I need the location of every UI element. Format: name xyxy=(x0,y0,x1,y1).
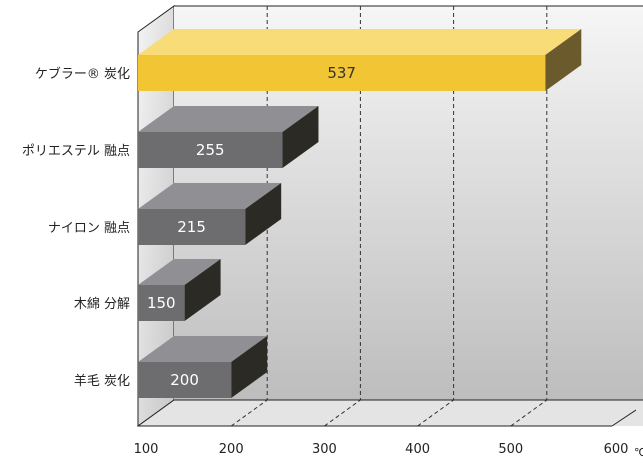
bar-front-3 xyxy=(138,285,185,321)
bar-side-1 xyxy=(282,106,319,168)
bar-4: 200 xyxy=(138,336,268,398)
bar-front-4 xyxy=(138,362,232,398)
bars-group: 537 255 215 150 200 xyxy=(138,29,582,398)
x-tick-label-600: 600 xyxy=(604,442,629,457)
bar-value-label-3: 150 xyxy=(147,294,176,312)
bar-value-label-0: 537 xyxy=(327,64,356,82)
bar-2: 215 xyxy=(138,183,282,245)
category-label-1: ポリエステル 融点 xyxy=(22,144,130,159)
floor-grid-200 xyxy=(230,399,268,427)
category-label-0: ケブラー® 炭化 xyxy=(35,66,130,82)
bar-top-1 xyxy=(138,106,319,132)
bar-top-2 xyxy=(138,183,282,209)
floor-grid-300 xyxy=(324,399,361,427)
bar-value-label-4: 200 xyxy=(170,371,199,389)
bar-value-label-2: 215 xyxy=(177,218,206,236)
bar-top-3 xyxy=(138,259,221,285)
x-tick-label-300: 300 xyxy=(312,442,337,457)
category-label-3: 木綿 分解 xyxy=(74,297,130,312)
x-tick-labels: 100 200 300 400 500 600 xyxy=(134,442,629,457)
bar-front-2 xyxy=(138,209,246,245)
bar-top-0 xyxy=(138,29,582,55)
bar-value-label-1: 255 xyxy=(196,141,225,159)
bar-front-0 xyxy=(138,55,546,91)
x-axis-end-diagonal xyxy=(611,409,637,427)
category-label-4: 羊毛 炭化 xyxy=(74,373,130,389)
bar-side-3 xyxy=(184,259,221,321)
x-unit-label: ℃ xyxy=(634,446,643,459)
bar-front-1 xyxy=(138,132,283,168)
category-label-2: ナイロン 融点 xyxy=(48,221,130,236)
floor-left-edge xyxy=(137,399,175,427)
floor-grid-400 xyxy=(417,399,454,427)
bar-side-4 xyxy=(231,336,268,398)
x-tick-label-400: 400 xyxy=(405,442,430,457)
bar-side-0 xyxy=(545,29,582,91)
x-tick-label-500: 500 xyxy=(498,442,523,457)
floor-plane xyxy=(138,400,643,426)
bar-top-4 xyxy=(138,336,268,362)
bar-1: 255 xyxy=(138,106,319,168)
chart-floor xyxy=(137,399,643,427)
bar-3: 150 xyxy=(138,259,221,321)
x-tick-label-100: 100 xyxy=(134,442,159,457)
floor-grid-500 xyxy=(510,399,548,427)
x-tick-label-200: 200 xyxy=(219,442,244,457)
bar-side-2 xyxy=(245,183,282,245)
bar-0: 537 xyxy=(138,29,582,91)
